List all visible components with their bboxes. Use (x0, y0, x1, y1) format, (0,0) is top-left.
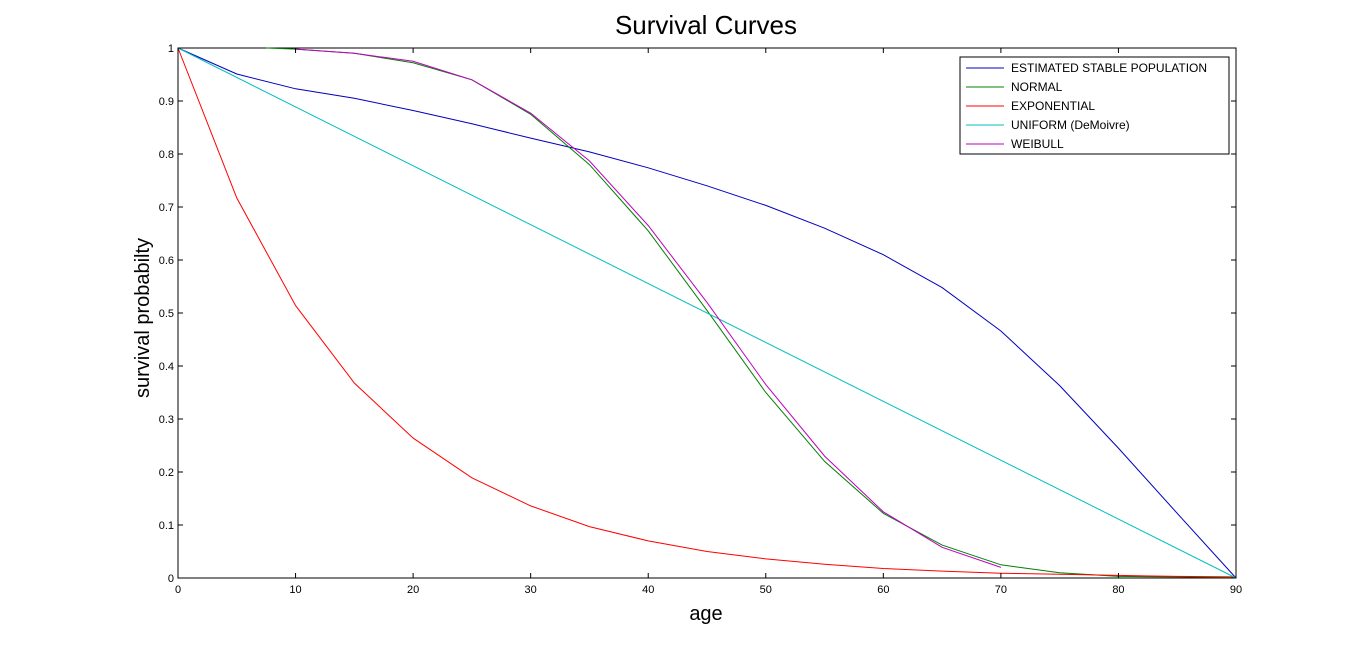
series-layer (177, 47, 1237, 579)
x-tick-label: 90 (1230, 584, 1242, 596)
y-tick-label: 0 (168, 573, 174, 585)
legend-label-3: UNIFORM (DeMoivre) (1011, 118, 1130, 132)
y-tick-label: 0.6 (159, 255, 174, 267)
x-tick-label: 70 (995, 584, 1007, 596)
series-line-2 (177, 47, 1237, 578)
x-tick-label: 80 (1112, 584, 1124, 596)
x-tick-label: 30 (525, 584, 537, 596)
series-line-3 (177, 47, 1237, 579)
y-tick-label: 0.8 (159, 149, 174, 161)
y-tick-label: 0.7 (159, 202, 174, 214)
y-tick-label: 0.3 (159, 414, 174, 426)
legend: ESTIMATED STABLE POPULATION NORMAL EXPONEN… (959, 56, 1230, 155)
axis-ticks: 0 10 20 30 40 50 60 70 80 90 0 0.1 0.2 0.3 0.4 0.5 0.6 0.… (159, 43, 1242, 596)
y-axis-title: survival probabilty (132, 238, 154, 398)
legend-label-0: ESTIMATED STABLE POPULATION (1011, 61, 1207, 75)
series-line-4 (295, 48, 1002, 568)
y-tick-label: 1 (168, 43, 174, 55)
legend-box (959, 56, 1230, 155)
x-tick-label: 0 (175, 584, 181, 596)
x-tick-label: 20 (407, 584, 419, 596)
y-tick-label: 0.1 (159, 520, 174, 532)
x-tick-label: 50 (760, 584, 772, 596)
y-tick-label: 0.4 (159, 361, 174, 373)
y-tick-label: 0.9 (159, 96, 174, 108)
x-tick-label: 60 (877, 584, 889, 596)
legend-label-1: NORMAL (1011, 80, 1063, 94)
legend-label-4: WEIBULL (1011, 137, 1064, 151)
series-line-0 (177, 47, 1237, 579)
y-tick-label: 0.5 (159, 308, 174, 320)
x-tick-label: 10 (289, 584, 301, 596)
legend-label-2: EXPONENTIAL (1011, 99, 1095, 113)
x-axis-title: age (689, 603, 722, 625)
x-tick-label: 40 (642, 584, 654, 596)
chart-title: Survival Curves (615, 10, 797, 40)
series-line-1 (266, 47, 1237, 578)
y-tick-label: 0.2 (159, 467, 174, 479)
